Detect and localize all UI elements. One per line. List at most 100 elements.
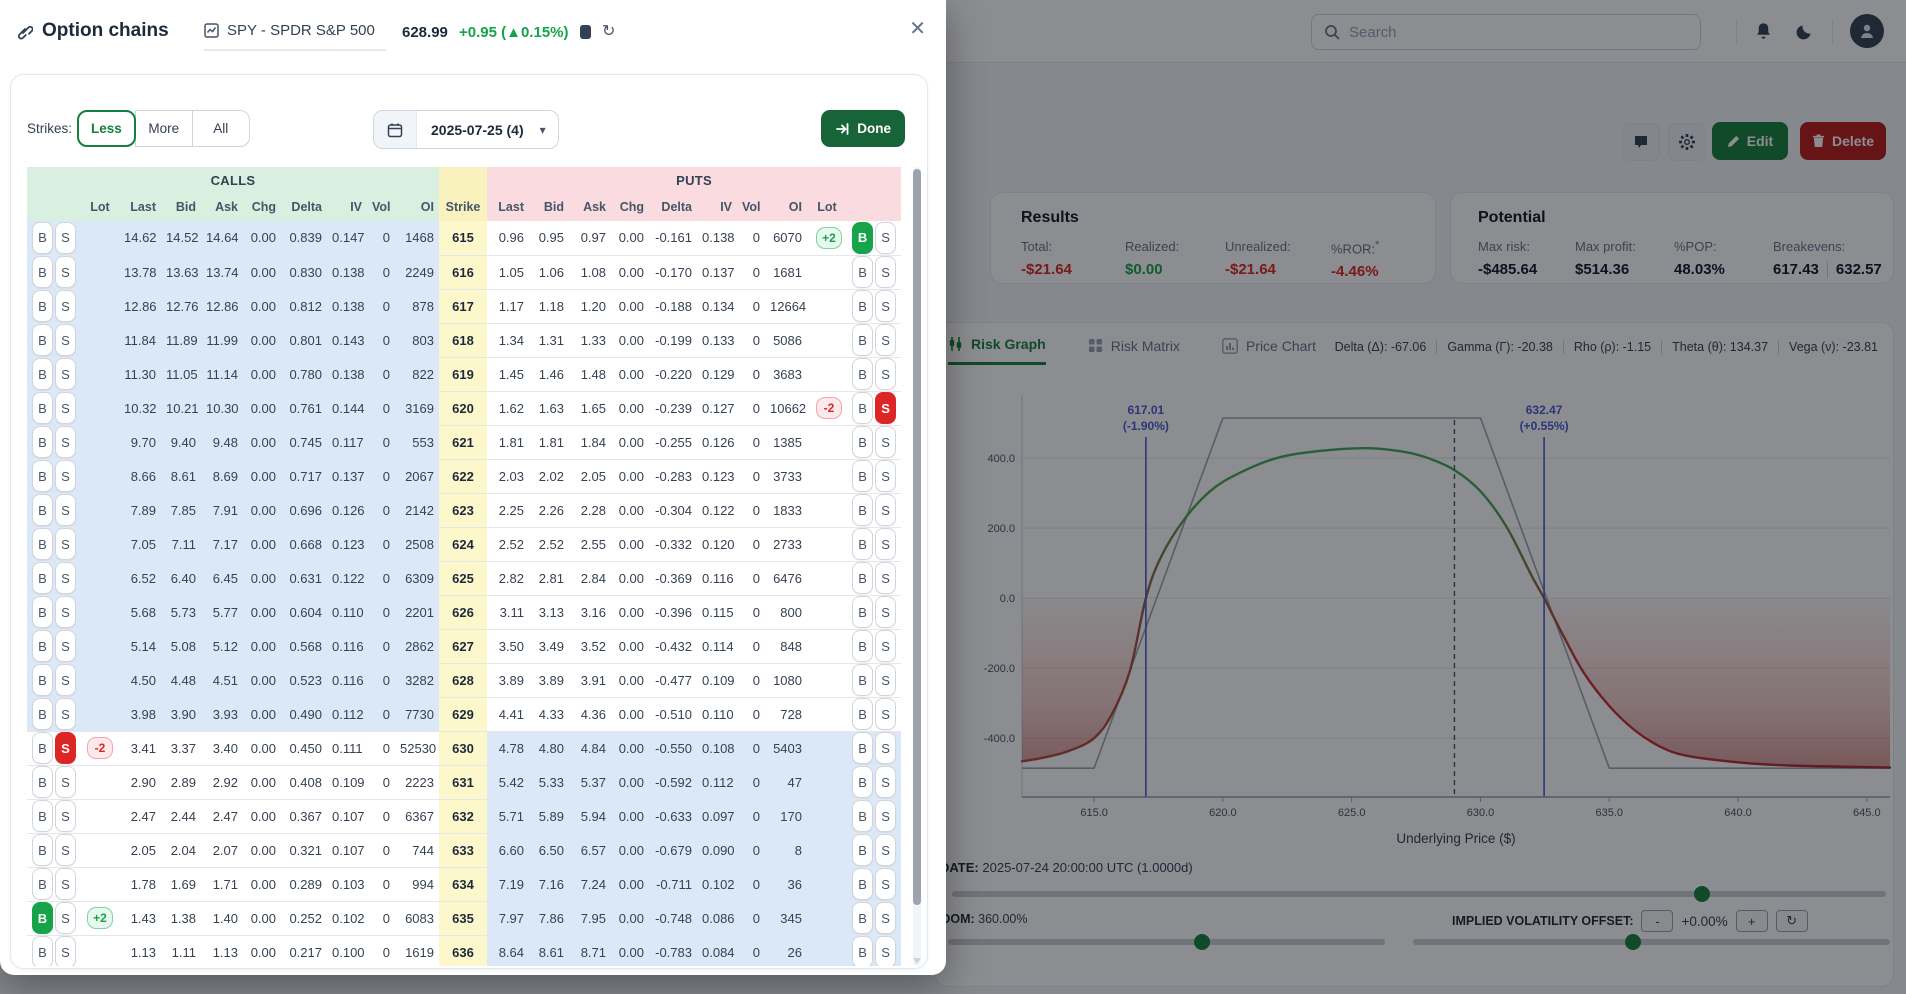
sell-call-button[interactable]: S [55,868,76,900]
buy-call-button[interactable]: B [32,221,53,254]
buy-call-button[interactable]: B [32,494,53,526]
buy-call-button[interactable]: B [32,902,53,934]
sell-call-button[interactable]: S [55,528,76,560]
buy-call-button[interactable]: B [32,834,53,866]
delete-button[interactable]: Delete [1800,122,1886,160]
sell-put-button[interactable]: S [875,902,897,934]
buy-put-button[interactable]: B [852,868,874,900]
sell-call-button[interactable]: S [55,766,76,798]
settings-button[interactable] [1668,123,1706,161]
buy-call-button[interactable]: B [32,460,53,492]
buy-call-button[interactable]: B [32,528,53,560]
buy-call-button[interactable]: B [32,324,53,356]
buy-call-button[interactable]: B [32,392,53,424]
buy-call-button[interactable]: B [32,562,53,594]
buy-call-button[interactable]: B [32,596,53,628]
tab-risk-matrix[interactable]: Risk Matrix [1088,338,1180,364]
iv-offset-minus-button[interactable]: - [1641,910,1674,932]
sell-put-button[interactable]: S [875,221,897,254]
buy-put-button[interactable]: B [852,256,874,288]
sell-put-button[interactable]: S [875,766,897,798]
search-input[interactable]: Search [1311,14,1701,50]
buy-call-button[interactable]: B [32,766,53,798]
calendar-icon-button[interactable] [374,111,417,148]
date-slider-thumb[interactable] [1694,886,1710,902]
sell-put-button[interactable]: S [875,936,897,966]
sell-put-button[interactable]: S [875,392,897,424]
ticker-select[interactable]: SPY - SPDR S&P 500 [204,22,386,51]
sell-put-button[interactable]: S [875,834,897,866]
buy-put-button[interactable]: B [852,596,874,628]
edit-button[interactable]: Edit [1712,122,1788,160]
sell-put-button[interactable]: S [875,494,897,526]
sell-put-button[interactable]: S [875,664,897,696]
sell-call-button[interactable]: S [55,324,76,356]
buy-put-button[interactable]: B [852,562,874,594]
sell-put-button[interactable]: S [875,426,897,458]
expiry-select[interactable]: 2025-07-25 (4) ▾ [373,110,559,149]
sell-call-button[interactable]: S [55,596,76,628]
buy-call-button[interactable]: B [32,290,53,322]
tab-risk-graph[interactable]: Risk Graph [948,336,1046,365]
user-avatar[interactable] [1850,14,1884,48]
sell-call-button[interactable]: S [55,936,76,966]
buy-call-button[interactable]: B [32,868,53,900]
zoom-slider[interactable] [948,939,1385,945]
sell-call-button[interactable]: S [55,392,76,424]
sell-put-button[interactable]: S [875,800,897,832]
sell-put-button[interactable]: S [875,596,897,628]
sell-put-button[interactable]: S [875,732,897,764]
buy-put-button[interactable]: B [852,290,874,322]
buy-put-button[interactable]: B [852,324,874,356]
refresh-icon[interactable]: ↻ [602,23,616,40]
buy-put-button[interactable]: B [852,902,874,934]
buy-put-button[interactable]: B [852,698,874,730]
iv-offset-plus-button[interactable]: + [1735,910,1768,932]
buy-put-button[interactable]: B [852,834,874,866]
buy-call-button[interactable]: B [32,256,53,288]
buy-call-button[interactable]: B [32,698,53,730]
sell-put-button[interactable]: S [875,698,897,730]
notifications-button[interactable] [1750,18,1776,44]
tab-price-chart[interactable]: Price Chart [1222,338,1316,364]
sell-put-button[interactable]: S [875,358,897,390]
sell-put-button[interactable]: S [875,460,897,492]
sell-call-button[interactable]: S [55,256,76,288]
sell-call-button[interactable]: S [55,426,76,458]
buy-call-button[interactable]: B [32,936,53,966]
done-button[interactable]: Done [821,110,905,147]
sell-call-button[interactable]: S [55,290,76,322]
sell-call-button[interactable]: S [55,460,76,492]
table-scrollbar-thumb[interactable] [913,169,921,905]
iv-offset-slider-thumb[interactable] [1625,934,1641,950]
buy-put-button[interactable]: B [852,664,874,696]
sell-put-button[interactable]: S [875,868,897,900]
sell-call-button[interactable]: S [55,562,76,594]
sell-put-button[interactable]: S [875,562,897,594]
buy-put-button[interactable]: B [852,494,874,526]
sell-put-button[interactable]: S [875,324,897,356]
sell-put-button[interactable]: S [875,256,897,288]
close-button[interactable]: ✕ [903,18,932,40]
sell-call-button[interactable]: S [55,630,76,662]
buy-call-button[interactable]: B [32,358,53,390]
iv-offset-reset-button[interactable]: ↻ [1775,910,1808,932]
strikes-option-less[interactable]: Less [77,110,136,147]
buy-put-button[interactable]: B [852,630,874,662]
sell-call-button[interactable]: S [55,732,76,764]
dark-mode-toggle[interactable] [1792,18,1818,44]
buy-put-button[interactable]: B [852,460,874,492]
strikes-option-all[interactable]: All [191,110,250,147]
sell-put-button[interactable]: S [875,630,897,662]
table-scrollbar[interactable] [913,167,921,966]
sell-call-button[interactable]: S [55,664,76,696]
sell-put-button[interactable]: S [875,290,897,322]
sell-call-button[interactable]: S [55,221,76,254]
buy-put-button[interactable]: B [852,358,874,390]
buy-put-button[interactable]: B [852,766,874,798]
buy-put-button[interactable]: B [852,392,874,424]
sell-call-button[interactable]: S [55,902,76,934]
sell-call-button[interactable]: S [55,800,76,832]
iv-offset-slider[interactable] [1413,939,1890,945]
sell-put-button[interactable]: S [875,528,897,560]
